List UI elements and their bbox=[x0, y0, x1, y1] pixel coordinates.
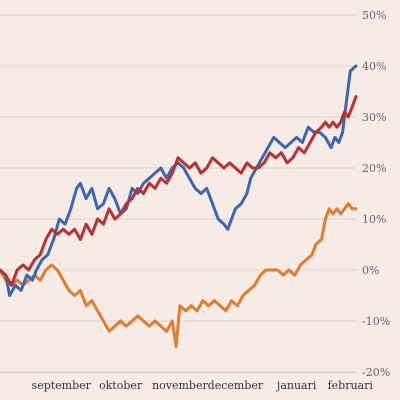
series-line bbox=[0, 64, 358, 297]
x-tick-label: november bbox=[152, 379, 208, 392]
y-tick-label: 20% bbox=[362, 162, 386, 175]
y-tick-label: 0% bbox=[362, 264, 379, 277]
y-tick-label: -20% bbox=[362, 366, 390, 379]
y-axis: -20% -10% 0% 10% 20% 30% 40% 50% bbox=[362, 9, 390, 379]
y-tick-label: 50% bbox=[362, 9, 386, 22]
y-tick-label: 30% bbox=[362, 111, 386, 124]
y-tick-label: 40% bbox=[362, 60, 386, 73]
x-tick-labels: september oktober november december januari f… bbox=[32, 379, 374, 392]
y-tick-label: 10% bbox=[362, 213, 386, 226]
x-tick-label: februari bbox=[328, 379, 374, 392]
y-tick-label: -10% bbox=[362, 315, 390, 328]
x-tick-label: oktober bbox=[99, 379, 143, 392]
series-layer bbox=[0, 64, 358, 348]
x-tick-label: december bbox=[208, 379, 264, 392]
series-line bbox=[0, 202, 358, 348]
x-tick-label: januari bbox=[275, 379, 317, 392]
series-line bbox=[0, 95, 358, 287]
x-tick-label: september bbox=[32, 379, 92, 392]
